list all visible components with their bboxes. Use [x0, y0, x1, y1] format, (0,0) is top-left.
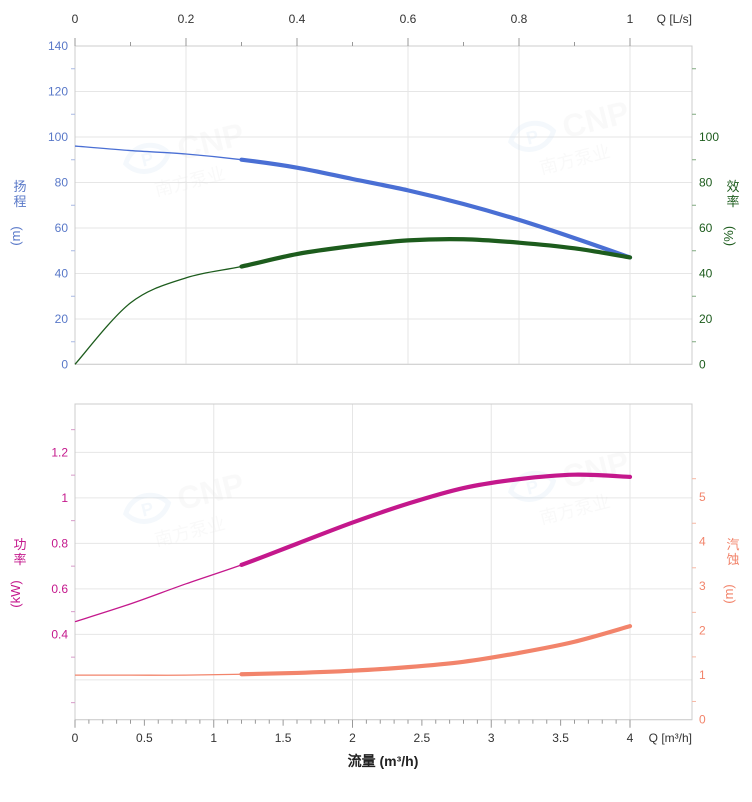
svg-text:60: 60	[699, 221, 713, 235]
svg-text:120: 120	[48, 85, 68, 99]
svg-text:0.2: 0.2	[178, 12, 195, 26]
svg-text:0.5: 0.5	[136, 731, 153, 745]
svg-text:2: 2	[349, 731, 356, 745]
svg-text:功: 功	[13, 537, 26, 552]
svg-text:4: 4	[627, 731, 634, 745]
svg-text:0.6: 0.6	[400, 12, 417, 26]
svg-text:1.2: 1.2	[51, 445, 68, 459]
svg-text:1: 1	[699, 668, 706, 682]
svg-text:效: 效	[726, 179, 739, 194]
svg-text:60: 60	[55, 221, 69, 235]
svg-text:20: 20	[699, 312, 713, 326]
svg-text:0: 0	[699, 713, 706, 727]
svg-text:汽: 汽	[726, 537, 739, 552]
svg-text:率: 率	[726, 194, 739, 209]
svg-text:(%): (%)	[721, 226, 736, 246]
svg-text:3.5: 3.5	[552, 731, 569, 745]
svg-text:3: 3	[488, 731, 495, 745]
svg-text:Q [m³/h]: Q [m³/h]	[649, 731, 692, 745]
svg-text:率: 率	[13, 552, 26, 567]
svg-text:流量 (m³/h): 流量 (m³/h)	[348, 753, 419, 769]
svg-text:1: 1	[61, 491, 68, 505]
svg-text:5: 5	[699, 490, 706, 504]
svg-text:(kW): (kW)	[8, 580, 23, 607]
svg-text:程: 程	[13, 194, 26, 209]
svg-text:100: 100	[699, 130, 719, 144]
svg-text:2.5: 2.5	[414, 731, 431, 745]
svg-text:40: 40	[55, 267, 69, 281]
svg-text:4: 4	[699, 535, 706, 549]
svg-text:0.8: 0.8	[51, 536, 68, 550]
svg-text:0: 0	[61, 357, 68, 371]
svg-text:0.4: 0.4	[51, 627, 68, 641]
svg-text:1: 1	[210, 731, 217, 745]
svg-text:0.6: 0.6	[51, 582, 68, 596]
svg-text:(m): (m)	[721, 584, 736, 604]
svg-text:0: 0	[72, 12, 79, 26]
svg-text:1.5: 1.5	[275, 731, 292, 745]
svg-text:扬: 扬	[13, 179, 26, 194]
svg-text:0.4: 0.4	[289, 12, 306, 26]
svg-text:40: 40	[699, 267, 713, 281]
svg-text:80: 80	[699, 176, 713, 190]
svg-text:2: 2	[699, 624, 706, 638]
svg-text:1: 1	[627, 12, 634, 26]
svg-text:20: 20	[55, 312, 69, 326]
svg-text:0: 0	[72, 731, 79, 745]
svg-text:蚀: 蚀	[726, 552, 739, 567]
svg-text:140: 140	[48, 39, 68, 53]
svg-text:Q [L/s]: Q [L/s]	[657, 12, 692, 26]
svg-text:80: 80	[55, 176, 69, 190]
svg-text:0.8: 0.8	[511, 12, 528, 26]
svg-text:100: 100	[48, 130, 68, 144]
svg-text:3: 3	[699, 579, 706, 593]
svg-text:0: 0	[699, 357, 706, 371]
svg-text:(m): (m)	[8, 226, 23, 246]
